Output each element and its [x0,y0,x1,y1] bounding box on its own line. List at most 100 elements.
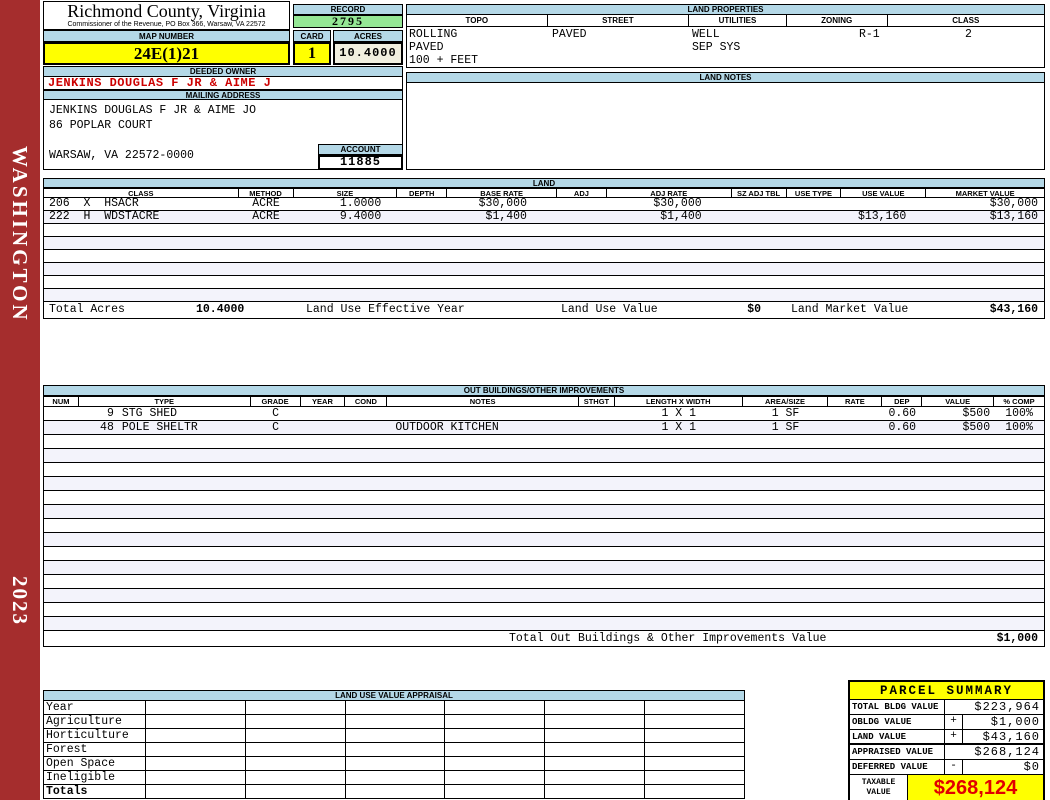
col-sthgt: STHGT [578,396,615,407]
out-building-row-empty [44,547,1044,561]
appraisal-totals-row: Totals [43,785,746,799]
col-grade: GRADE [250,396,301,407]
tax-year-vertical-label: 2023 [8,576,32,626]
topo-value: 100 + FEET [409,54,479,67]
land-table-body: 206 X HSACR ACRE 1.0000 $30,000 $30,000 … [43,198,1045,302]
zoning-value: R-1 [859,28,880,41]
summary-row-taxable: TAXABLE VALUE $268,124 [850,775,1043,800]
appraisal-row: Horticulture [43,729,746,743]
acres-value: 10.4000 [333,42,403,65]
parcel-summary: PARCEL SUMMARY TOTAL BLDG VALUE $223,964… [848,680,1045,800]
col-value: VALUE [922,396,995,407]
land-table-columns: CLASS METHOD SIZE DEPTH BASE RATE ADJ AD… [43,188,1045,198]
out-building-row-empty [44,491,1044,505]
col-sz-adj-tbl: SZ ADJ TBL [731,188,787,198]
out-buildings-total-label: Total Out Buildings & Other Improvements… [509,632,827,645]
out-building-row-empty [44,477,1044,491]
card-content: Richmond County, Virginia Commissioner o… [40,0,1050,800]
land-row-empty [44,250,1044,263]
left-margin-band: WASHINGTON 2023 [0,0,40,800]
commissioner-address: Commissioner of the Revenue, PO Box 366,… [67,21,266,28]
land-properties-columns: TOPO STREET UTILITIES ZONING CLASS [406,15,1045,27]
taxable-label: VALUE [866,788,891,797]
summary-row-total-bldg: TOTAL BLDG VALUE $223,964 [850,700,1043,715]
land-table-title: LAND [43,178,1045,188]
land-row: 206 X HSACR ACRE 1.0000 $30,000 $30,000 … [44,198,1044,211]
out-buildings-table: OUT BUILDINGS/OTHER IMPROVEMENTS NUM TYP… [43,385,1045,647]
card-value: 1 [293,42,331,65]
col-market-value: MARKET VALUE [926,188,1045,198]
class-value: 2 [965,28,972,41]
col-class: CLASS [44,188,239,198]
appraisal-row: Year [43,701,746,715]
out-building-row-empty [44,575,1044,589]
out-building-row-empty [44,463,1044,477]
col-adj-rate: ADJ RATE [606,188,732,198]
out-building-row-empty [44,435,1044,449]
land-properties-values: ROLLING PAVED 100 + FEET PAVED WELL SEP … [406,27,1045,68]
map-number-value: 24E(1)21 [43,42,290,65]
land-use-appraisal-table: LAND USE VALUE APPRAISAL Year Agricultur… [43,690,746,799]
appraisal-row: Agriculture [43,715,746,729]
land-row-empty [44,224,1044,237]
out-building-row-empty [44,519,1044,533]
land-market-value-label: Land Market Value [791,303,909,316]
col-rate: RATE [828,396,883,407]
col-method: METHOD [238,188,294,198]
out-buildings-total-value: $1,000 [996,632,1038,645]
col-notes: NOTES [387,396,579,407]
address-line: 86 POPLAR COURT [49,119,153,132]
acres-header: ACRES [333,30,403,42]
county-title: Richmond County, Virginia [67,1,266,21]
out-buildings-total-row: Total Out Buildings & Other Improvements… [43,631,1045,647]
county-header: Richmond County, Virginia Commissioner o… [43,1,290,30]
out-building-row-empty [44,449,1044,463]
col-num: NUM [44,396,79,407]
deeded-owner-name: JENKINS DOUGLAS F JR & AIME J [43,77,403,90]
land-row-empty [44,276,1044,289]
col-adj: ADJ [556,188,607,198]
address-line: JENKINS DOUGLAS F JR & AIME JO [49,104,257,117]
appraisal-row: Forest [43,743,746,757]
land-row-empty [44,263,1044,276]
address-line: WARSAW, VA 22572-0000 [49,149,194,162]
land-totals-row: Total Acres 10.4000 Land Use Effective Y… [43,302,1045,319]
utilities-value: SEP SYS [692,41,741,54]
col-use-value: USE VALUE [841,188,927,198]
land-market-value: $43,160 [989,303,1038,316]
effective-year-label: Land Use Effective Year [306,303,465,316]
col-zoning: ZONING [786,15,888,27]
taxable-value: $268,124 [908,775,1043,800]
plus-sign: + [945,715,963,729]
col-depth: DEPTH [397,188,448,198]
col-length-width: LENGTH X WIDTH [614,396,743,407]
out-building-row-empty [44,617,1044,631]
col-size: SIZE [293,188,398,198]
land-use-value: $0 [747,303,761,316]
out-building-row-empty [44,533,1044,547]
record-header: RECORD [293,4,403,15]
col-base-rate: BASE RATE [447,188,557,198]
county-vertical-label: WASHINGTON [8,146,32,323]
land-table: LAND CLASS METHOD SIZE DEPTH BASE RATE A… [43,178,1045,319]
col-year: YEAR [300,396,346,407]
card-header: CARD [293,30,331,42]
land-notes-title: LAND NOTES [406,72,1045,83]
mailing-address-box: JENKINS DOUGLAS F JR & AIME JO 86 POPLAR… [43,100,403,170]
taxable-label: TAXABLE [861,778,896,787]
out-building-row: 9 STG SHED C 1 X 1 1 SF 0.60 $500 100% [44,407,1044,421]
col-street: STREET [547,15,690,27]
out-building-row: 48 POLE SHELTR C OUTDOOR KITCHEN 1 X 1 1… [44,421,1044,435]
summary-row-appraised: APPRAISED VALUE $268,124 [850,745,1043,760]
topo-value: ROLLING [409,28,458,41]
col-cond: COND [345,396,388,407]
total-acres-value: 10.4000 [196,303,245,316]
land-row: 222 H WDSTACRE ACRE 9.4000 $1,400 $1,400… [44,211,1044,224]
col-comp: % COMP [994,396,1045,407]
map-number-header: MAP NUMBER [43,30,290,42]
col-area-size: AREA/SIZE [742,396,829,407]
account-header: ACCOUNT [318,144,403,155]
deeded-owner-header: DEEDED OWNER [43,66,403,77]
appraisal-row: Open Space [43,757,746,771]
